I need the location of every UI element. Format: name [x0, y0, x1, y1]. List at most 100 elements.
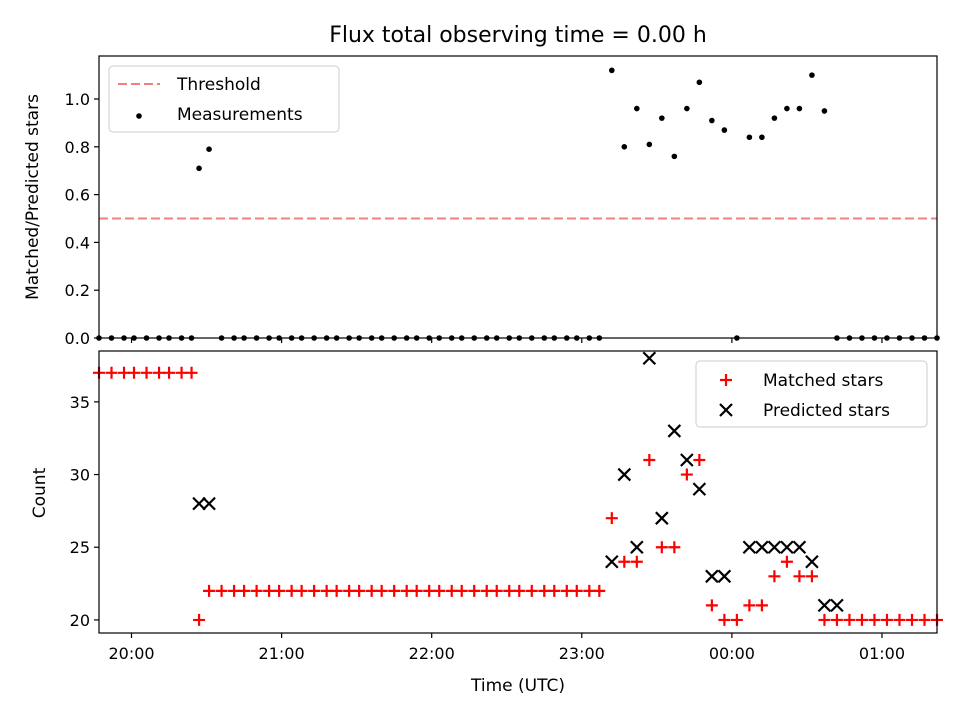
predicted-point — [605, 554, 619, 569]
predicted-point — [805, 554, 819, 569]
x-tick-label: 20:00 — [108, 644, 154, 663]
predicted-point — [830, 598, 844, 613]
y-tick-label: 0.8 — [65, 138, 90, 157]
matched-point — [330, 584, 343, 597]
matched-point — [618, 555, 631, 568]
x-tick-label: 22:00 — [409, 644, 455, 663]
matched-point — [118, 366, 131, 379]
legend-threshold-label: Threshold — [176, 75, 261, 95]
matched-point — [503, 584, 516, 597]
matched-point — [793, 570, 806, 583]
matched-point — [295, 584, 308, 597]
measurement-point — [759, 134, 765, 141]
predicted-point — [680, 453, 694, 467]
matched-point — [433, 584, 446, 597]
matched-point — [918, 613, 931, 626]
matched-point — [468, 584, 481, 597]
matched-point — [880, 613, 893, 626]
matched-point — [868, 613, 881, 626]
top-panel: 0.0 0.2 0.4 0.6 0.8 1.0 Matched/Predicted sta… — [23, 55, 940, 348]
matched-point — [353, 584, 366, 597]
measurement-point — [821, 108, 828, 114]
y-tick-label: 0.0 — [65, 329, 90, 348]
measurement-point — [621, 144, 628, 150]
predicted-point — [630, 540, 644, 555]
measurement-point — [671, 153, 678, 160]
predicted-point — [667, 424, 682, 438]
matched-point — [163, 366, 176, 379]
matched-point — [320, 584, 333, 597]
matched-point — [445, 584, 458, 597]
measurement-point — [784, 105, 790, 112]
matched-point — [680, 468, 693, 481]
measurement-point — [796, 105, 803, 112]
y-tick-label: 20 — [70, 611, 90, 630]
top-legend: Threshold Measurements — [108, 65, 340, 133]
matched-point — [560, 584, 573, 597]
matched-point — [263, 584, 276, 597]
top-ylabel: Matched/Predicted stars — [23, 94, 43, 300]
measurement-point — [609, 67, 615, 74]
matched-point — [755, 599, 768, 612]
measurement-point — [746, 134, 753, 141]
y-tick-label: 1.0 — [65, 90, 90, 109]
matched-point — [153, 366, 166, 379]
y-tick-label: 0.6 — [65, 186, 90, 205]
measurement-point — [771, 115, 778, 121]
matched-point — [605, 512, 618, 525]
matched-point — [238, 584, 251, 597]
matched-point — [215, 584, 228, 597]
matched-point — [718, 613, 731, 626]
matched-point — [513, 584, 526, 597]
predicted-point — [202, 496, 216, 511]
predicted-point — [642, 351, 657, 366]
matched-point — [250, 584, 263, 597]
predicted-point — [755, 540, 769, 555]
predicted-point — [792, 540, 807, 555]
matched-point — [643, 454, 656, 467]
y-tick-label: 0.4 — [65, 233, 90, 252]
measurement-point — [684, 105, 690, 112]
measurement-point — [696, 79, 703, 86]
legend-box — [695, 360, 928, 428]
y-tick-label: 0.2 — [65, 281, 90, 300]
matched-point — [343, 584, 356, 597]
measurement-point — [709, 117, 715, 124]
legend-measurement-swatch — [136, 113, 142, 119]
matched-point — [400, 584, 413, 597]
matched-point — [423, 584, 436, 597]
bottom-marks — [93, 351, 943, 626]
matched-point — [308, 584, 321, 597]
matched-point — [893, 613, 906, 626]
matched-point — [365, 584, 378, 597]
y-tick-label: 25 — [70, 538, 90, 557]
matched-point — [375, 584, 388, 597]
legend-predicted-swatch — [719, 403, 733, 417]
matched-point — [780, 555, 793, 568]
legend-measurement-label: Measurements — [177, 105, 303, 125]
matched-point — [193, 613, 206, 626]
matched-point — [228, 584, 241, 597]
matched-point — [388, 584, 401, 597]
matched-point — [140, 366, 153, 379]
predicted-point — [192, 496, 206, 511]
y-tick-label: 35 — [70, 393, 90, 412]
matched-point — [855, 613, 868, 626]
top-yticks: 0.0 0.2 0.4 0.6 0.8 1.0 — [65, 90, 883, 348]
bottom-axes-frame — [98, 350, 938, 634]
bottom-xlabel: Time (UTC) — [470, 676, 565, 696]
matched-point — [655, 541, 668, 554]
measurement-point — [634, 105, 640, 112]
predicted-point — [742, 540, 757, 555]
matched-point — [128, 366, 141, 379]
matched-point — [743, 599, 756, 612]
measurement-point — [659, 115, 665, 121]
x-tick-label: 23:00 — [559, 644, 605, 663]
matched-point — [410, 584, 423, 597]
matched-point — [175, 366, 188, 379]
matched-point — [730, 613, 743, 626]
matched-point — [630, 555, 643, 568]
matched-point — [285, 584, 298, 597]
